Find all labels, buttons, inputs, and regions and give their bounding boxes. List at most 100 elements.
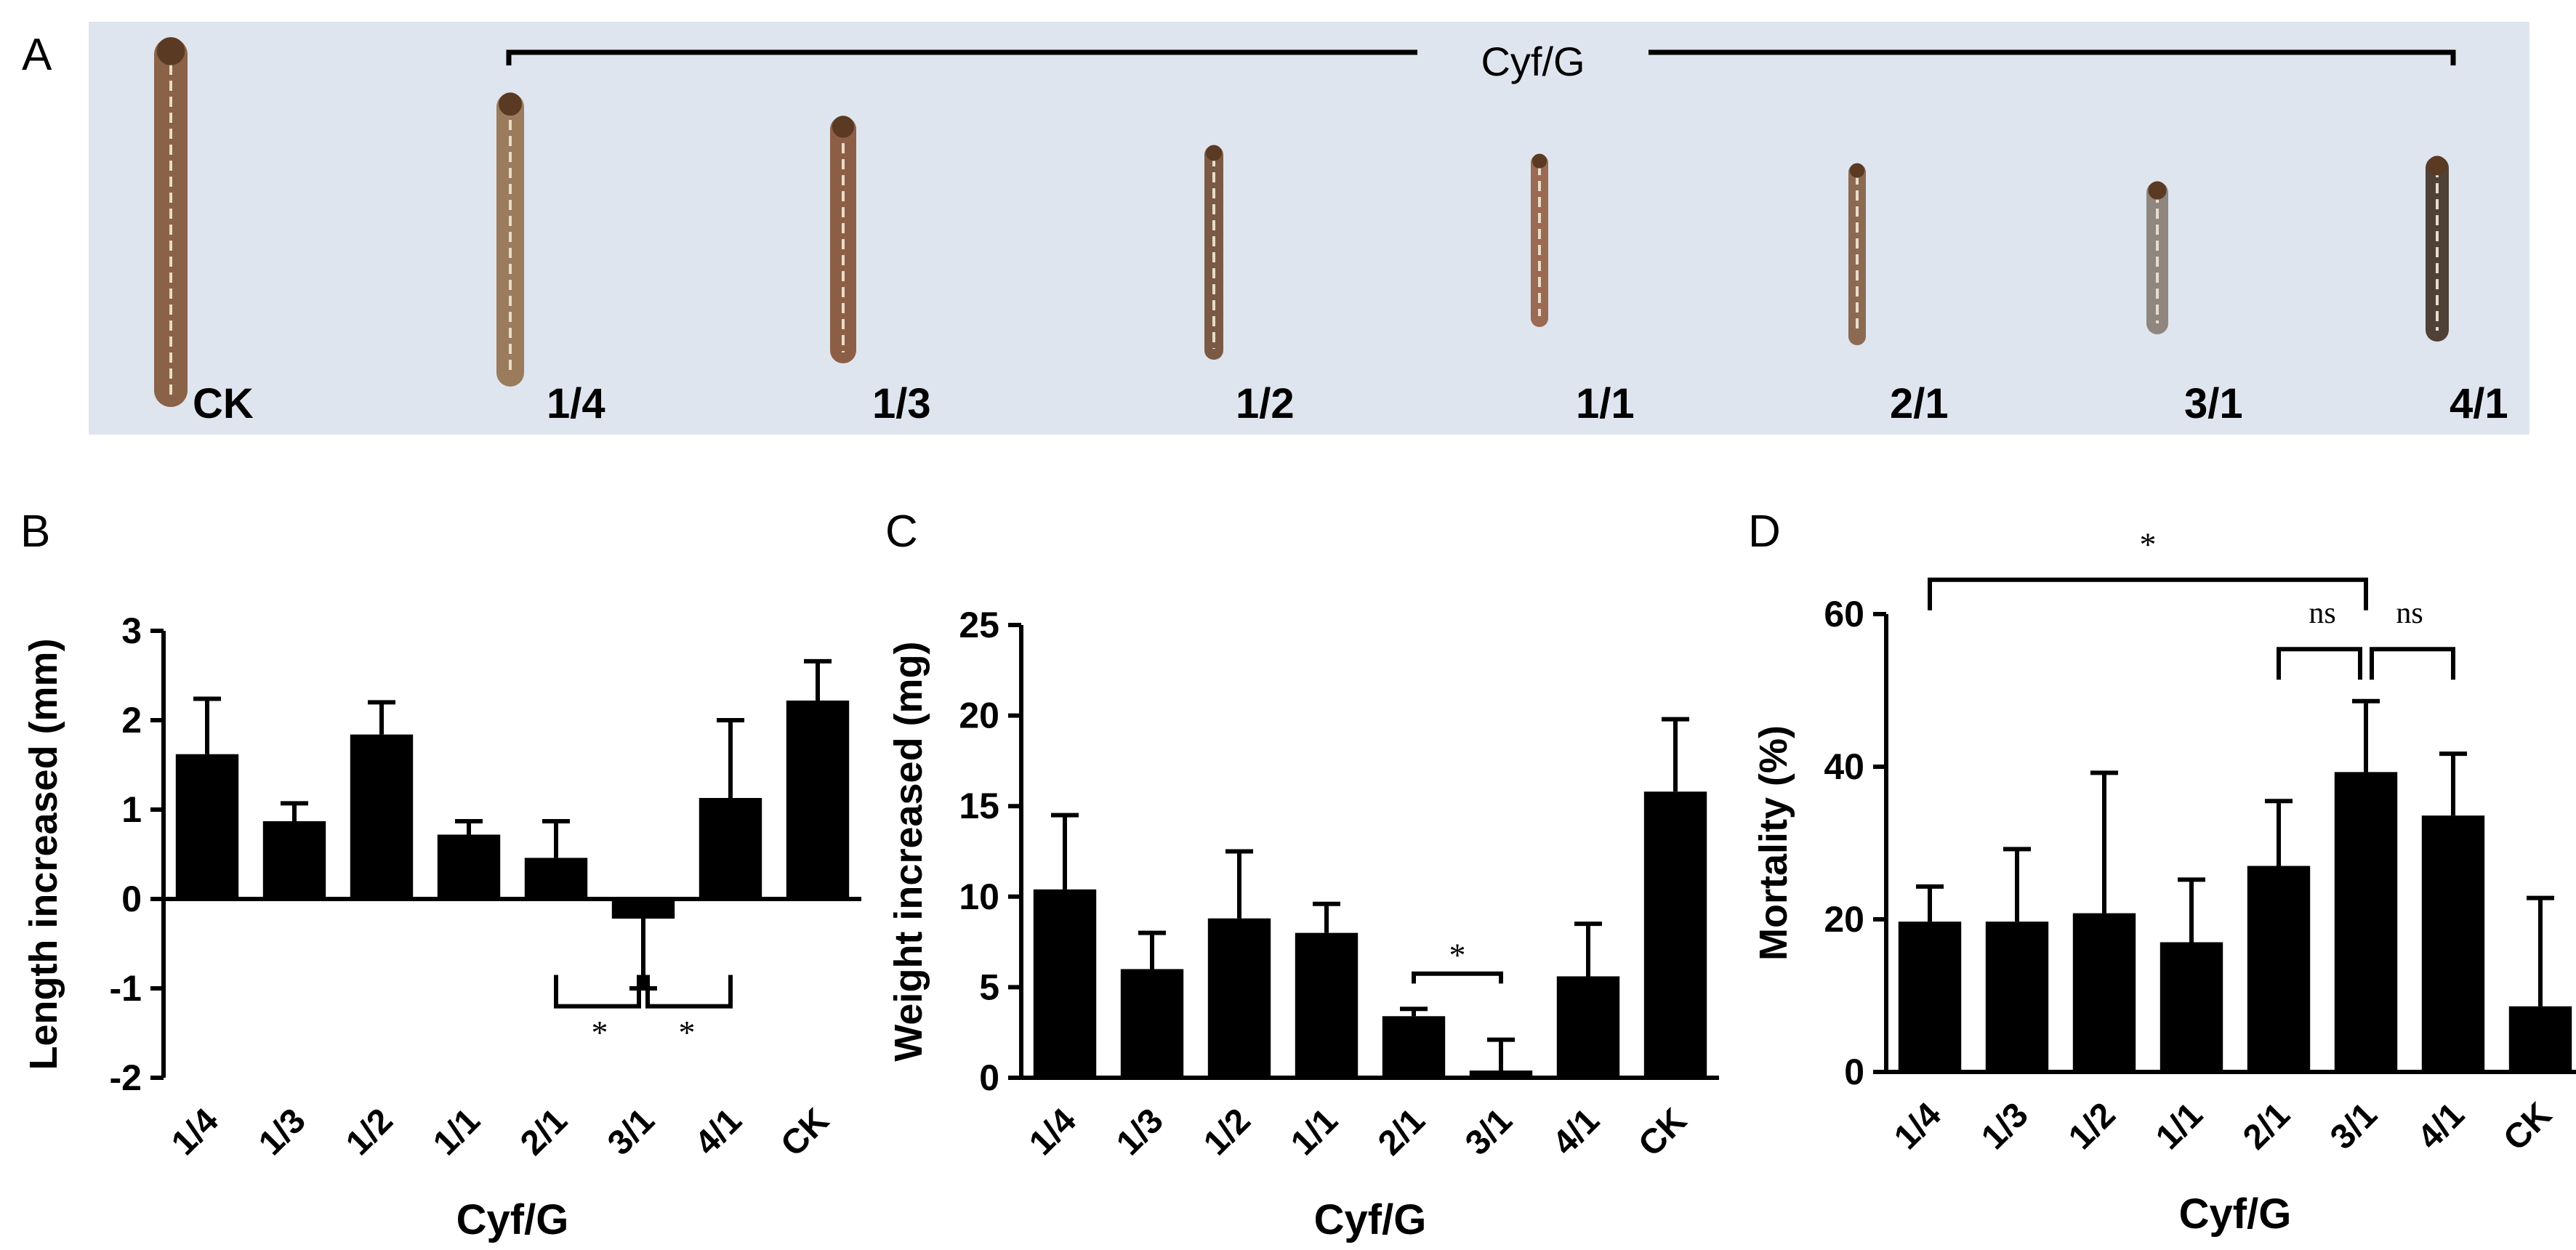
bar-CK xyxy=(1643,791,1707,1078)
specimen-label: CK xyxy=(193,380,254,427)
specimen-label: 1/3 xyxy=(872,380,931,427)
x-tick-label: 1/4 xyxy=(1887,1095,1949,1157)
x-tick-label: 3/1 xyxy=(1458,1101,1520,1163)
specimen-photo-background xyxy=(89,22,2529,435)
cyf-g-bracket: Cyf/G xyxy=(506,39,2456,84)
y-axis-title: Weight increased (mg) xyxy=(887,641,930,1061)
bar-1/3 xyxy=(262,820,326,899)
significance-bracket xyxy=(2277,647,2362,680)
panel-c-label: C xyxy=(885,507,918,557)
caterpillar-head-4 xyxy=(1531,153,1547,169)
significance-label: ns xyxy=(2309,597,2335,630)
y-tick-label: 60 xyxy=(1824,594,1864,634)
bar-2/1 xyxy=(1382,1016,1446,1078)
y-tick-label: 0 xyxy=(979,1057,999,1098)
x-tick-label: 1/2 xyxy=(339,1101,401,1163)
x-axis-title: Cyf/G xyxy=(1314,1196,1427,1243)
bracket-label: Cyf/G xyxy=(1481,39,1585,84)
y-axis-title: Mortality (%) xyxy=(1752,725,1795,961)
significance-bracket xyxy=(2370,647,2455,680)
caterpillar-head-0 xyxy=(156,37,185,65)
x-tick-label: 4/1 xyxy=(688,1101,749,1163)
bar-CK xyxy=(786,700,850,899)
x-tick-label: 1/3 xyxy=(1974,1095,2036,1157)
panel-d-label: D xyxy=(1748,507,1781,557)
significance-bracket xyxy=(554,975,641,1009)
y-tick-label: 25 xyxy=(959,605,999,645)
y-tick-label: -2 xyxy=(110,1057,142,1098)
panel-a: A Cyf/G CK 1/4 1/3 1/2 1/1 2/1 3/1 4/1 xyxy=(22,22,2529,435)
y-tick-label: 20 xyxy=(959,695,999,736)
bar-1/1 xyxy=(437,834,501,899)
significance-label: * xyxy=(1449,936,1466,973)
bracket-right-line xyxy=(1649,49,2456,65)
y-tick-label: 5 xyxy=(979,967,999,1007)
caterpillar-head-2 xyxy=(832,116,855,138)
x-tick-label: 1/1 xyxy=(2149,1095,2210,1157)
y-tick-label: 3 xyxy=(121,610,142,651)
bar-1/1 xyxy=(2160,942,2223,1072)
bar-2/1 xyxy=(524,858,588,899)
x-tick-label: 1/2 xyxy=(1196,1101,1258,1163)
bar-3/1 xyxy=(1469,1070,1533,1078)
y-axis-title: Length increased (mm) xyxy=(22,638,65,1070)
panel-b-label: B xyxy=(20,507,50,557)
x-tick-label: 2/1 xyxy=(2236,1095,2298,1157)
caterpillar-head-1 xyxy=(499,92,522,116)
bar-3/1 xyxy=(611,899,675,919)
caterpillar-head-5 xyxy=(1849,163,1865,178)
x-tick-label: CK xyxy=(773,1101,837,1164)
y-tick-label: -1 xyxy=(110,968,142,1009)
specimen-label: 1/4 xyxy=(547,380,605,427)
caterpillar-0 xyxy=(154,38,188,407)
x-tick-label: 2/1 xyxy=(513,1101,575,1163)
x-tick-label: 3/1 xyxy=(2323,1095,2385,1157)
x-tick-label: 1/1 xyxy=(1284,1101,1345,1163)
x-axis-title: Cyf/G xyxy=(2179,1190,2292,1238)
bar-1/4 xyxy=(175,754,239,899)
bar-CK xyxy=(2508,1006,2572,1072)
bar-3/1 xyxy=(2334,772,2398,1072)
bar-2/1 xyxy=(2247,866,2311,1072)
y-tick-label: 0 xyxy=(121,879,142,919)
y-tick-label: 2 xyxy=(121,700,142,741)
specimen-label: 2/1 xyxy=(1890,380,1949,427)
specimen-label: 1/1 xyxy=(1576,380,1635,427)
caterpillar-head-6 xyxy=(2148,181,2167,200)
x-tick-label: 4/1 xyxy=(2410,1095,2472,1157)
x-tick-label: CK xyxy=(2496,1095,2559,1158)
y-tick-label: 20 xyxy=(1824,899,1864,940)
x-tick-label: CK xyxy=(1631,1101,1694,1164)
x-tick-label: 1/4 xyxy=(1022,1101,1084,1163)
significance-label: * xyxy=(2140,526,2157,563)
bar-1/3 xyxy=(1120,969,1184,1078)
x-tick-label: 3/1 xyxy=(600,1101,662,1163)
bar-4/1 xyxy=(2421,815,2485,1072)
chart-length-increased: -2 -1 0 1 2 3 Length increased (mm) 1/4 1/3 1/2 1/… xyxy=(22,610,861,1243)
significance-bracket xyxy=(645,975,733,1009)
caterpillar-head-3 xyxy=(1206,145,1222,161)
x-tick-label: 1/2 xyxy=(2061,1095,2123,1157)
chart-weight-increased: 0 5 10 15 20 25 Weight increased (mg) 1/4 1/3 1/2… xyxy=(887,605,1719,1243)
bar-1/1 xyxy=(1295,932,1359,1078)
x-tick-label: 1/3 xyxy=(1109,1101,1171,1163)
x-tick-label: 4/1 xyxy=(1545,1101,1607,1163)
specimen-label: 1/2 xyxy=(1236,380,1295,427)
bar-1/4 xyxy=(1898,922,1962,1072)
y-tick-label: 40 xyxy=(1824,746,1864,787)
caterpillar-head-7 xyxy=(2427,156,2447,176)
bar-1/3 xyxy=(1985,922,2049,1072)
x-tick-label: 1/1 xyxy=(426,1101,488,1163)
specimen-label: 4/1 xyxy=(2450,380,2508,427)
bar-1/4 xyxy=(1033,889,1097,1078)
significance-label: * xyxy=(679,1014,696,1051)
specimen-row: CK 1/4 1/3 1/2 1/1 2/1 3/1 4/1 xyxy=(154,37,2508,427)
bar-1/2 xyxy=(1207,918,1271,1078)
significance-label: * xyxy=(592,1014,608,1051)
x-tick-label: 2/1 xyxy=(1371,1101,1433,1163)
caterpillar-4 xyxy=(1531,154,1548,327)
chart-mortality: 0 20 40 60 Mortality (%) 1/4 1/3 1/2 1/1 2/1 3/1 4/… xyxy=(1752,526,2576,1238)
y-tick-label: 10 xyxy=(959,876,999,917)
significance-bracket xyxy=(1412,971,1503,984)
